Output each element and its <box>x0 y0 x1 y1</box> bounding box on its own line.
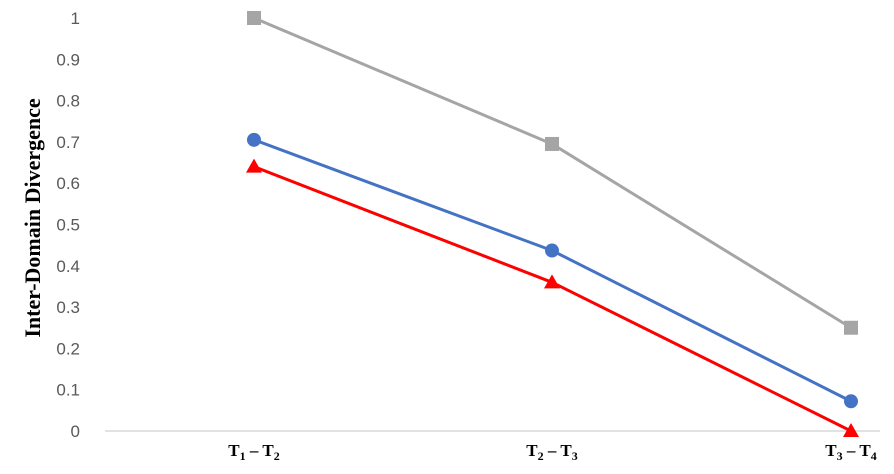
data-point-triangle <box>246 158 262 173</box>
x-tick-label: T1 – T2 <box>228 441 279 463</box>
y-tick-label: 0.1 <box>56 381 80 400</box>
y-tick-label: 0.6 <box>56 174 80 193</box>
y-tick-label: 0 <box>71 422 80 441</box>
y-tick-label: 0.4 <box>56 257 80 276</box>
series-lines <box>253 16 852 433</box>
x-tick-label: T2 – T3 <box>526 441 577 463</box>
data-point-circle <box>545 243 559 258</box>
y-axis-title: Inter-Domain Divergence <box>20 98 45 338</box>
series-line-circle <box>253 138 852 403</box>
series-markers <box>246 11 859 437</box>
y-tick-label: 0.9 <box>56 50 80 69</box>
y-tick-label: 1 <box>71 9 80 28</box>
data-point-triangle <box>843 423 859 437</box>
x-tick-label: T3 – T4 <box>825 441 876 463</box>
y-tick-label: 0.8 <box>56 92 80 111</box>
y-tick-label: 0.7 <box>56 133 80 152</box>
data-point-square <box>247 11 261 25</box>
x-axis-tick-labels: T1 – T2 T2 – T3 T3 – T4 <box>228 441 876 463</box>
data-point-triangle <box>544 274 560 289</box>
series-line-triangle <box>253 165 852 433</box>
data-point-square <box>844 320 858 335</box>
data-point-square <box>545 136 559 151</box>
data-point-circle <box>247 132 261 147</box>
y-tick-label: 0.2 <box>56 339 80 358</box>
y-axis-tick-labels: 0 0.1 0.2 0.3 0.4 0.5 0.6 0.7 0.8 0.9 1 <box>56 9 80 441</box>
data-point-circle <box>844 394 858 409</box>
y-tick-label: 0.5 <box>56 216 80 235</box>
y-tick-label: 0.3 <box>56 298 80 317</box>
